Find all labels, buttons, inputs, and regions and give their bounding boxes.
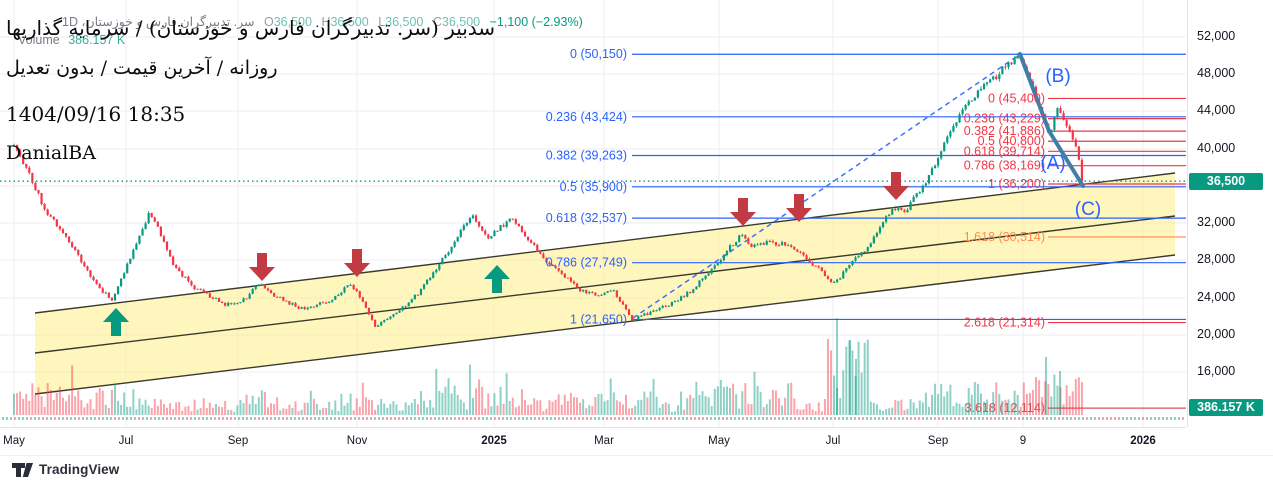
x-axis-tick: May [708, 435, 730, 447]
x-axis-tick: 2026 [1130, 435, 1156, 447]
ohlc-low-value: 36,500 [385, 15, 424, 29]
volume-badge: 386.157 K [1189, 399, 1263, 416]
fib-trendline-dashed[interactable] [632, 54, 1020, 319]
fib-red-label: 1 (36,200) [988, 177, 1045, 191]
fib-red-label: 0.618 (39,714) [964, 144, 1045, 158]
fib-blue-label: 1 (21,650) [570, 312, 627, 326]
volume-label: Volume [18, 33, 60, 47]
y-axis-tick: 16,000 [1197, 364, 1236, 378]
time-axis[interactable]: May Jul Sep Nov 2025 Mar May Jul Sep 9 2026 [0, 427, 1186, 456]
y-axis-tick: 32,000 [1197, 215, 1236, 230]
fib-blue-label: 0.382 (39,263) [546, 149, 627, 163]
down-arrow-marker [786, 194, 812, 222]
y-axis-tick: 52,000 [1197, 29, 1236, 43]
idea-datetime: 1404/09/16 18:35 [6, 102, 186, 126]
down-arrow-marker [730, 198, 756, 226]
last-price-badge: 36,500 [1189, 172, 1263, 190]
down-arrow-marker [249, 253, 275, 281]
y-axis-tick: 20,000 [1197, 326, 1236, 341]
wave-label: (B) [1045, 66, 1070, 87]
signal-arrows[interactable] [103, 172, 909, 336]
wave-label: (A) [1040, 153, 1065, 174]
idea-title: سدبیر (سر. تدبیرگران فارس و خوزستان) / س… [6, 16, 496, 40]
ohlc-high-value: 36,500 [330, 15, 369, 29]
fib-labels: 0 (50,150) 0.236 (43,424) 0.382 (39,263) 0.… [546, 47, 1045, 415]
fib-blue-label: 0.786 (27,749) [546, 256, 627, 270]
tradingview-logo-icon [12, 462, 33, 477]
fib-blue-label: 0.5 (35,900) [560, 180, 627, 194]
ohlc-close-key: C [432, 15, 442, 29]
ohlc-open-value: 36,500 [273, 15, 312, 29]
fib-red-label: 1.618 (30,514) [964, 230, 1045, 244]
y-axis-tick: 44,000 [1197, 103, 1236, 118]
down-arrow-marker [883, 172, 909, 200]
price-axis[interactable]: 36,500 386.157 K 52,000 48,000 44,000 40,00… [1187, 0, 1273, 427]
x-axis-tick: Mar [594, 435, 614, 447]
parallel-channel-drawing[interactable] [34, 172, 1176, 395]
x-axis-tick: 9 [1019, 435, 1027, 447]
price-change: −1,100 (−2.93%) [489, 15, 583, 29]
x-axis-tick: May [3, 435, 25, 447]
up-arrow-marker [103, 308, 129, 336]
tradingview-logo-text: TradingView [39, 462, 120, 477]
x-axis-tick: Sep [927, 435, 949, 447]
ohlc-close-value: 36,500 [441, 15, 481, 29]
fib-red-label: 0.5 (40,800) [978, 134, 1045, 148]
fib-extension-red[interactable] [1048, 97, 1186, 409]
y-axis-tick: 40,000 [1197, 140, 1236, 155]
fib-blue-label: 0.236 (43,424) [546, 110, 627, 124]
fib-red-label: 2.618 (21,314) [964, 316, 1045, 330]
grid-layer [0, 0, 1186, 427]
volume-layer [2, 318, 1184, 420]
x-axis-tick: Nov [346, 435, 368, 447]
fib-red-label: 0.786 (38,169) [964, 159, 1045, 173]
wave-label: (C) [1075, 199, 1101, 220]
fib-red-label: 0 (45,400) [988, 91, 1045, 105]
ohlc-high-key: H [321, 15, 331, 29]
x-axis-tick: Jul [825, 435, 841, 447]
idea-subtitle: روزانه / آخرین قیمت / بدون تعدیل [6, 57, 278, 79]
y-axis-tick: 28,000 [1197, 252, 1236, 267]
tradingview-logo[interactable]: TradingView [12, 462, 119, 477]
up-arrow-marker [484, 265, 510, 293]
x-axis-tick: 2025 [481, 435, 507, 447]
elliott-wave-labels[interactable]: (B) (A) (C) [1040, 66, 1101, 220]
footer-bar: TradingView [0, 455, 1273, 488]
y-axis-tick: 48,000 [1197, 66, 1236, 81]
x-axis-tick: Sep [227, 435, 249, 447]
wave-impulse-line[interactable] [1018, 52, 1085, 188]
fib-red-label: 0.382 (41,886) [964, 124, 1045, 138]
symbol-name: سر. تدبیرگران فارس و خوزستان، 1D [62, 15, 255, 29]
down-arrow-marker [344, 249, 370, 277]
symbol-legend: سر. تدبیرگران فارس و خوزستان، 1D O36,500… [62, 14, 583, 29]
ohlc-low-key: L [378, 15, 386, 29]
fib-retracement-blue[interactable] [632, 53, 1186, 321]
fib-red-label: 0.236 (43,229) [964, 112, 1045, 126]
price-chart-canvas[interactable]: 0 (50,150) 0.236 (43,424) 0.382 (39,263) 0.… [0, 0, 1186, 427]
volume-legend: Volume 386.157 K [18, 33, 125, 47]
fib-blue-label: 0 (50,150) [570, 47, 627, 61]
volume-value: 386.157 K [68, 33, 126, 47]
fib-blue-label: 0.618 (32,537) [546, 211, 627, 225]
idea-author: DanialBA [6, 142, 96, 164]
y-axis-tick: 24,000 [1197, 289, 1236, 304]
fib-red-label: 3.618 (12,114) [965, 401, 1045, 415]
x-axis-tick: Jul [118, 435, 134, 447]
ohlc-open-key: O [263, 15, 274, 29]
